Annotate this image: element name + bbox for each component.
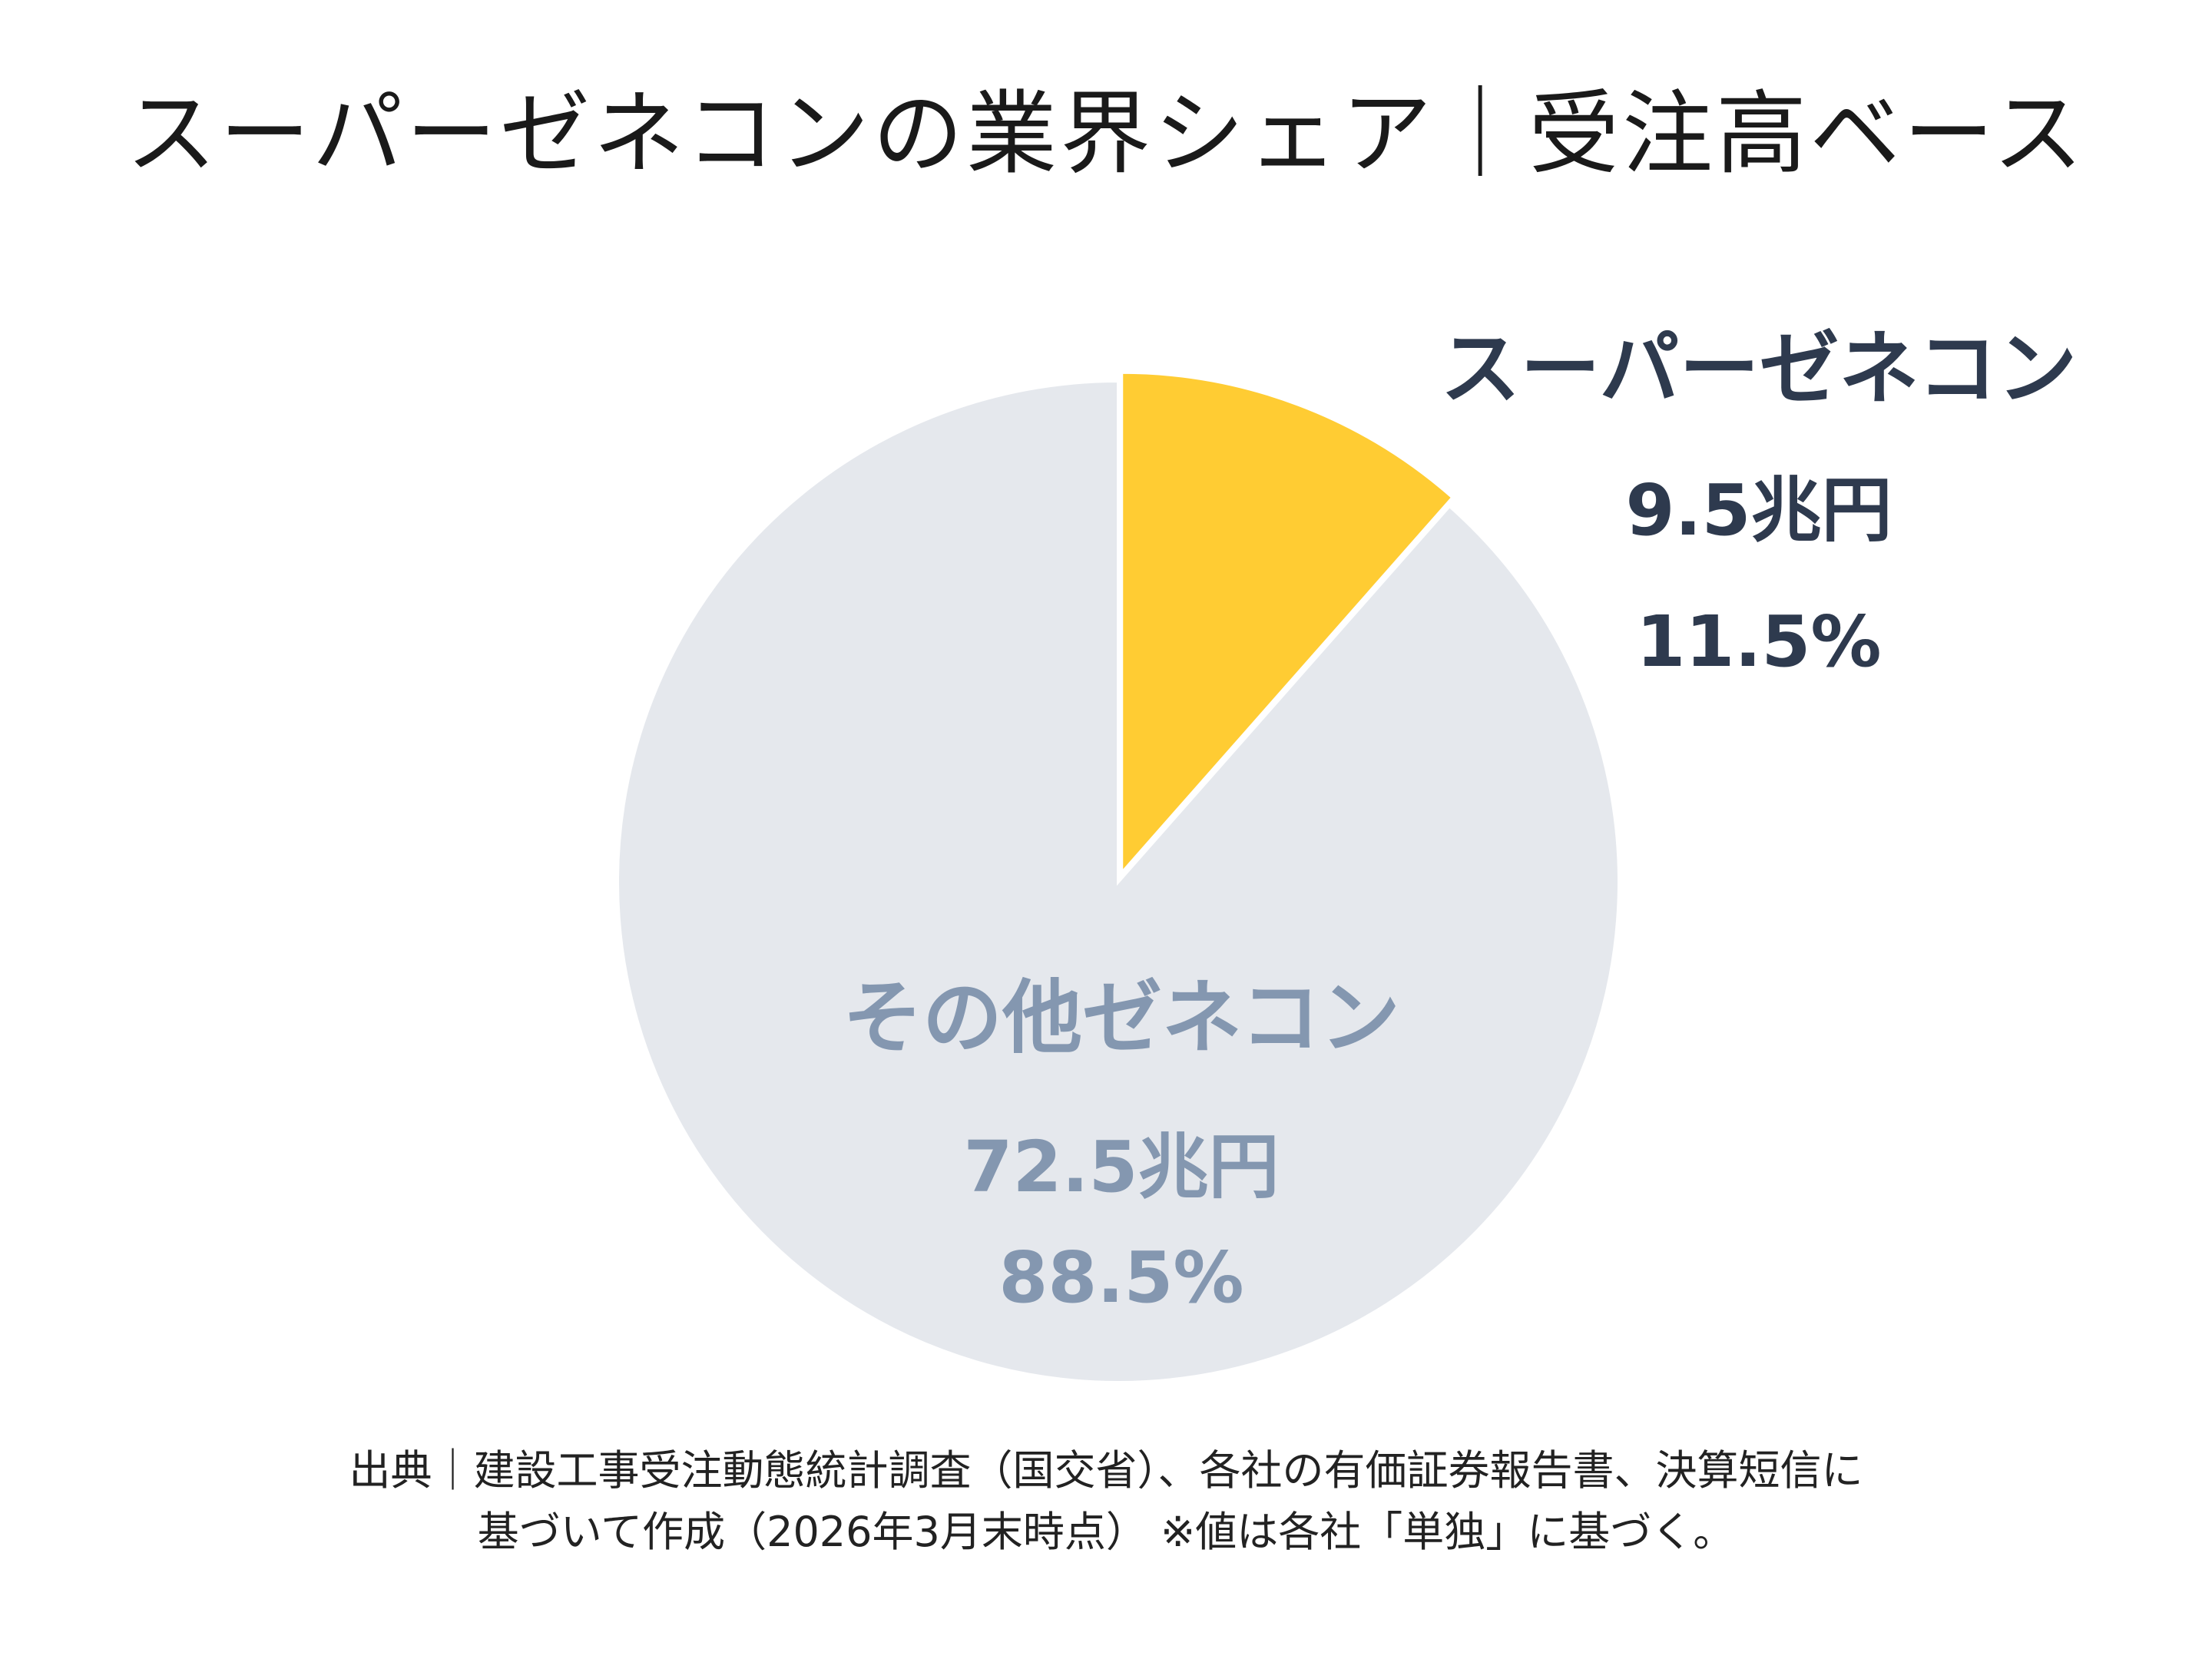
pie-slice-other-general-contractors — [616, 379, 1621, 1384]
chart-title: スーパーゼネコンの業界シェア｜受注高ベース — [125, 81, 2087, 187]
source-note: 出典｜建設工事受注動態統計調査（国交省）、各社の有価証券報告書、決算短信に 基づ… — [0, 1440, 2212, 1563]
slice-label-super-name: スーパーゼネコン — [1440, 322, 2078, 416]
slice-label-super-amount: 9.5兆円 — [1625, 469, 1892, 551]
slice-label-other-amount: 72.5兆円 — [963, 1126, 1280, 1208]
source-note-line2: 基づいて作成（2026年3月末時点） ※値は各社「単独」に基づく。 — [477, 1508, 1735, 1556]
source-note-line1: 出典｜建設工事受注動態統計調査（国交省）、各社の有価証券報告書、決算短信に — [349, 1446, 1863, 1495]
pie-slice-super-general-contractors — [1120, 370, 1455, 878]
slice-label-other-name: その他ゼネコン — [843, 971, 1400, 1065]
slice-label-super-percent: 11.5% — [1636, 601, 1882, 683]
slice-label-other-percent: 88.5% — [998, 1237, 1244, 1319]
